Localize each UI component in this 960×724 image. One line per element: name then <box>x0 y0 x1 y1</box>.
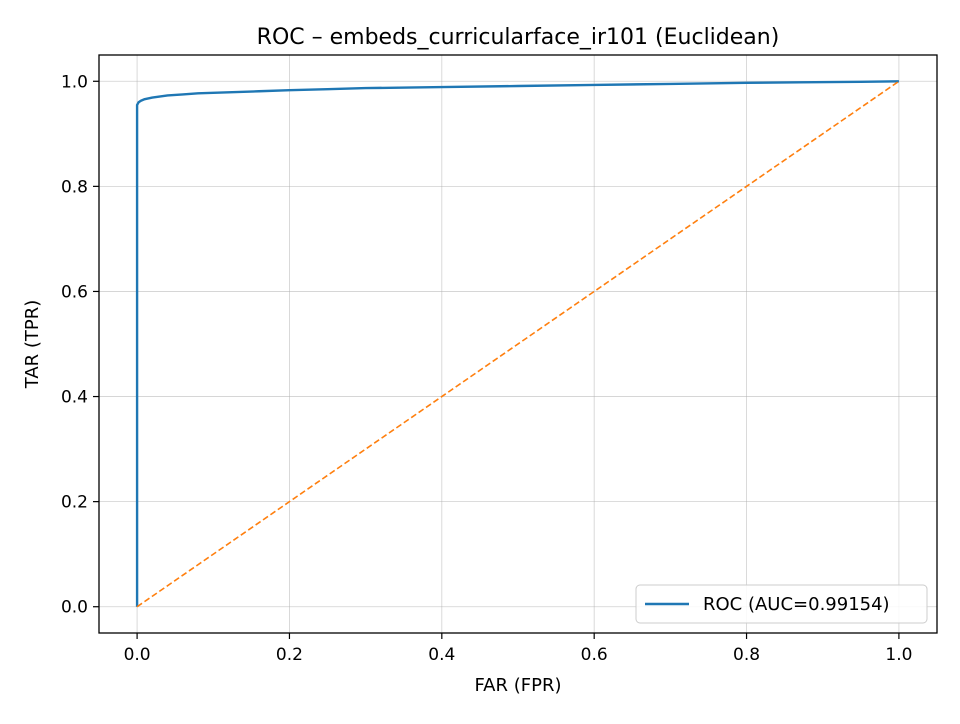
series-layer <box>135 80 900 608</box>
tick-layer: 0.0 0.2 0.4 0.6 0.8 1.0 0.0 0.2 0.4 0.6 0.8 1.0 <box>61 72 912 665</box>
x-tick-label: 1.0 <box>885 645 912 665</box>
y-tick-label: 0.0 <box>61 598 88 618</box>
roc-curve-line <box>135 80 899 607</box>
x-tick-label: 0.6 <box>581 645 608 665</box>
grid-layer <box>99 55 937 633</box>
y-tick-label: 0.4 <box>61 388 88 408</box>
y-tick-label: 0.6 <box>61 282 88 302</box>
x-tick-label: 0.4 <box>428 645 455 665</box>
y-tick-label: 1.0 <box>61 72 88 92</box>
chart-title: ROC – embeds_curricularface_ir101 (Eucli… <box>257 25 780 50</box>
legend-box <box>635 584 928 624</box>
x-tick-label: 0.0 <box>124 645 151 665</box>
y-tick-label: 0.2 <box>61 493 88 513</box>
x-tick-label: 0.2 <box>276 645 303 665</box>
x-axis-label: FAR (FPR) <box>474 675 561 696</box>
x-tick-label: 0.8 <box>733 645 760 665</box>
chance-diagonal-line <box>136 80 900 608</box>
legend: ROC (AUC=0.99154) <box>635 584 928 624</box>
y-axis-label: TAR (TPR) <box>22 300 43 390</box>
y-tick-label: 0.8 <box>61 177 88 197</box>
plot-frame <box>98 54 938 634</box>
legend-entry-roc: ROC (AUC=0.99154) <box>703 594 890 615</box>
